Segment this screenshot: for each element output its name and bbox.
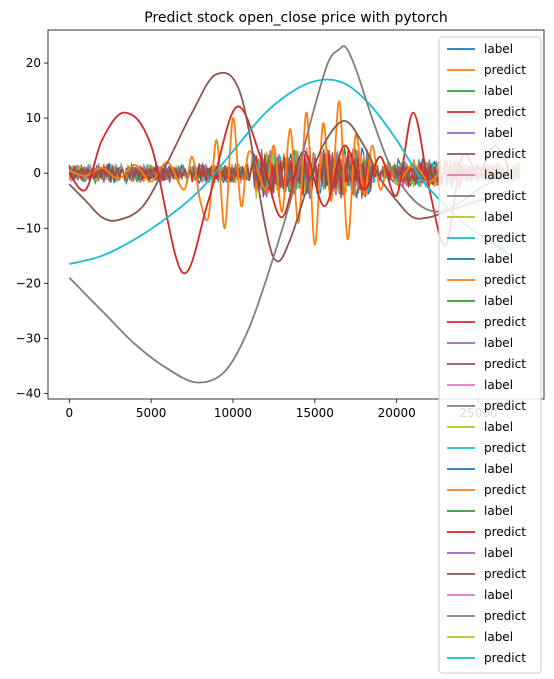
x-tick-label: 0 [65, 406, 73, 420]
y-tick-label: −40 [16, 386, 41, 400]
legend-label: predict [484, 315, 526, 329]
legend-label: predict [484, 63, 526, 77]
legend-label: label [484, 84, 513, 98]
x-axis: 0500010000150002000025000 [65, 399, 498, 420]
y-tick-label: −20 [16, 276, 41, 290]
series-line [68, 100, 512, 246]
legend-label: label [484, 420, 513, 434]
legend-label: predict [484, 609, 526, 623]
legend-label: predict [484, 105, 526, 119]
legend-label: label [484, 504, 513, 518]
legend-label: predict [484, 525, 526, 539]
y-axis: 20 10 0 −10 −20 −30 −40 [16, 56, 48, 400]
legend-label: predict [484, 441, 526, 455]
y-tick-label: 20 [26, 56, 41, 70]
legend-label: predict [484, 651, 526, 665]
legend-label: label [484, 42, 513, 56]
y-tick-label: −10 [16, 221, 41, 235]
legend-label: label [484, 210, 513, 224]
legend-label: predict [484, 567, 526, 581]
x-tick-label: 15000 [296, 406, 334, 420]
legend-label: predict [484, 189, 526, 203]
y-tick-label: 10 [26, 111, 41, 125]
legend-label: predict [484, 399, 526, 413]
legend-label: predict [484, 357, 526, 371]
legend-label: label [484, 378, 513, 392]
legend-label: label [484, 588, 513, 602]
legend-label: predict [484, 147, 526, 161]
legend-label: predict [484, 483, 526, 497]
y-tick-label: 0 [33, 166, 41, 180]
axes-frame [47, 29, 545, 400]
x-tick-label: 20000 [378, 406, 416, 420]
legend-label: label [484, 126, 513, 140]
x-tick-label: 10000 [214, 406, 252, 420]
x-tick-label: 5000 [136, 406, 167, 420]
y-tick-label: −30 [16, 331, 41, 345]
legend-label: label [484, 168, 513, 182]
legend-label: label [484, 462, 513, 476]
legend-label: label [484, 294, 513, 308]
legend-label: predict [484, 273, 526, 287]
legend-label: predict [484, 231, 526, 245]
legend-label: label [484, 336, 513, 350]
legend-label: label [484, 252, 513, 266]
legend-label: label [484, 546, 513, 560]
legend-label: label [484, 630, 513, 644]
chart-title: Predict stock open_close price with pyto… [144, 10, 447, 26]
legend: label predict label predict label predict labe… [438, 36, 542, 674]
